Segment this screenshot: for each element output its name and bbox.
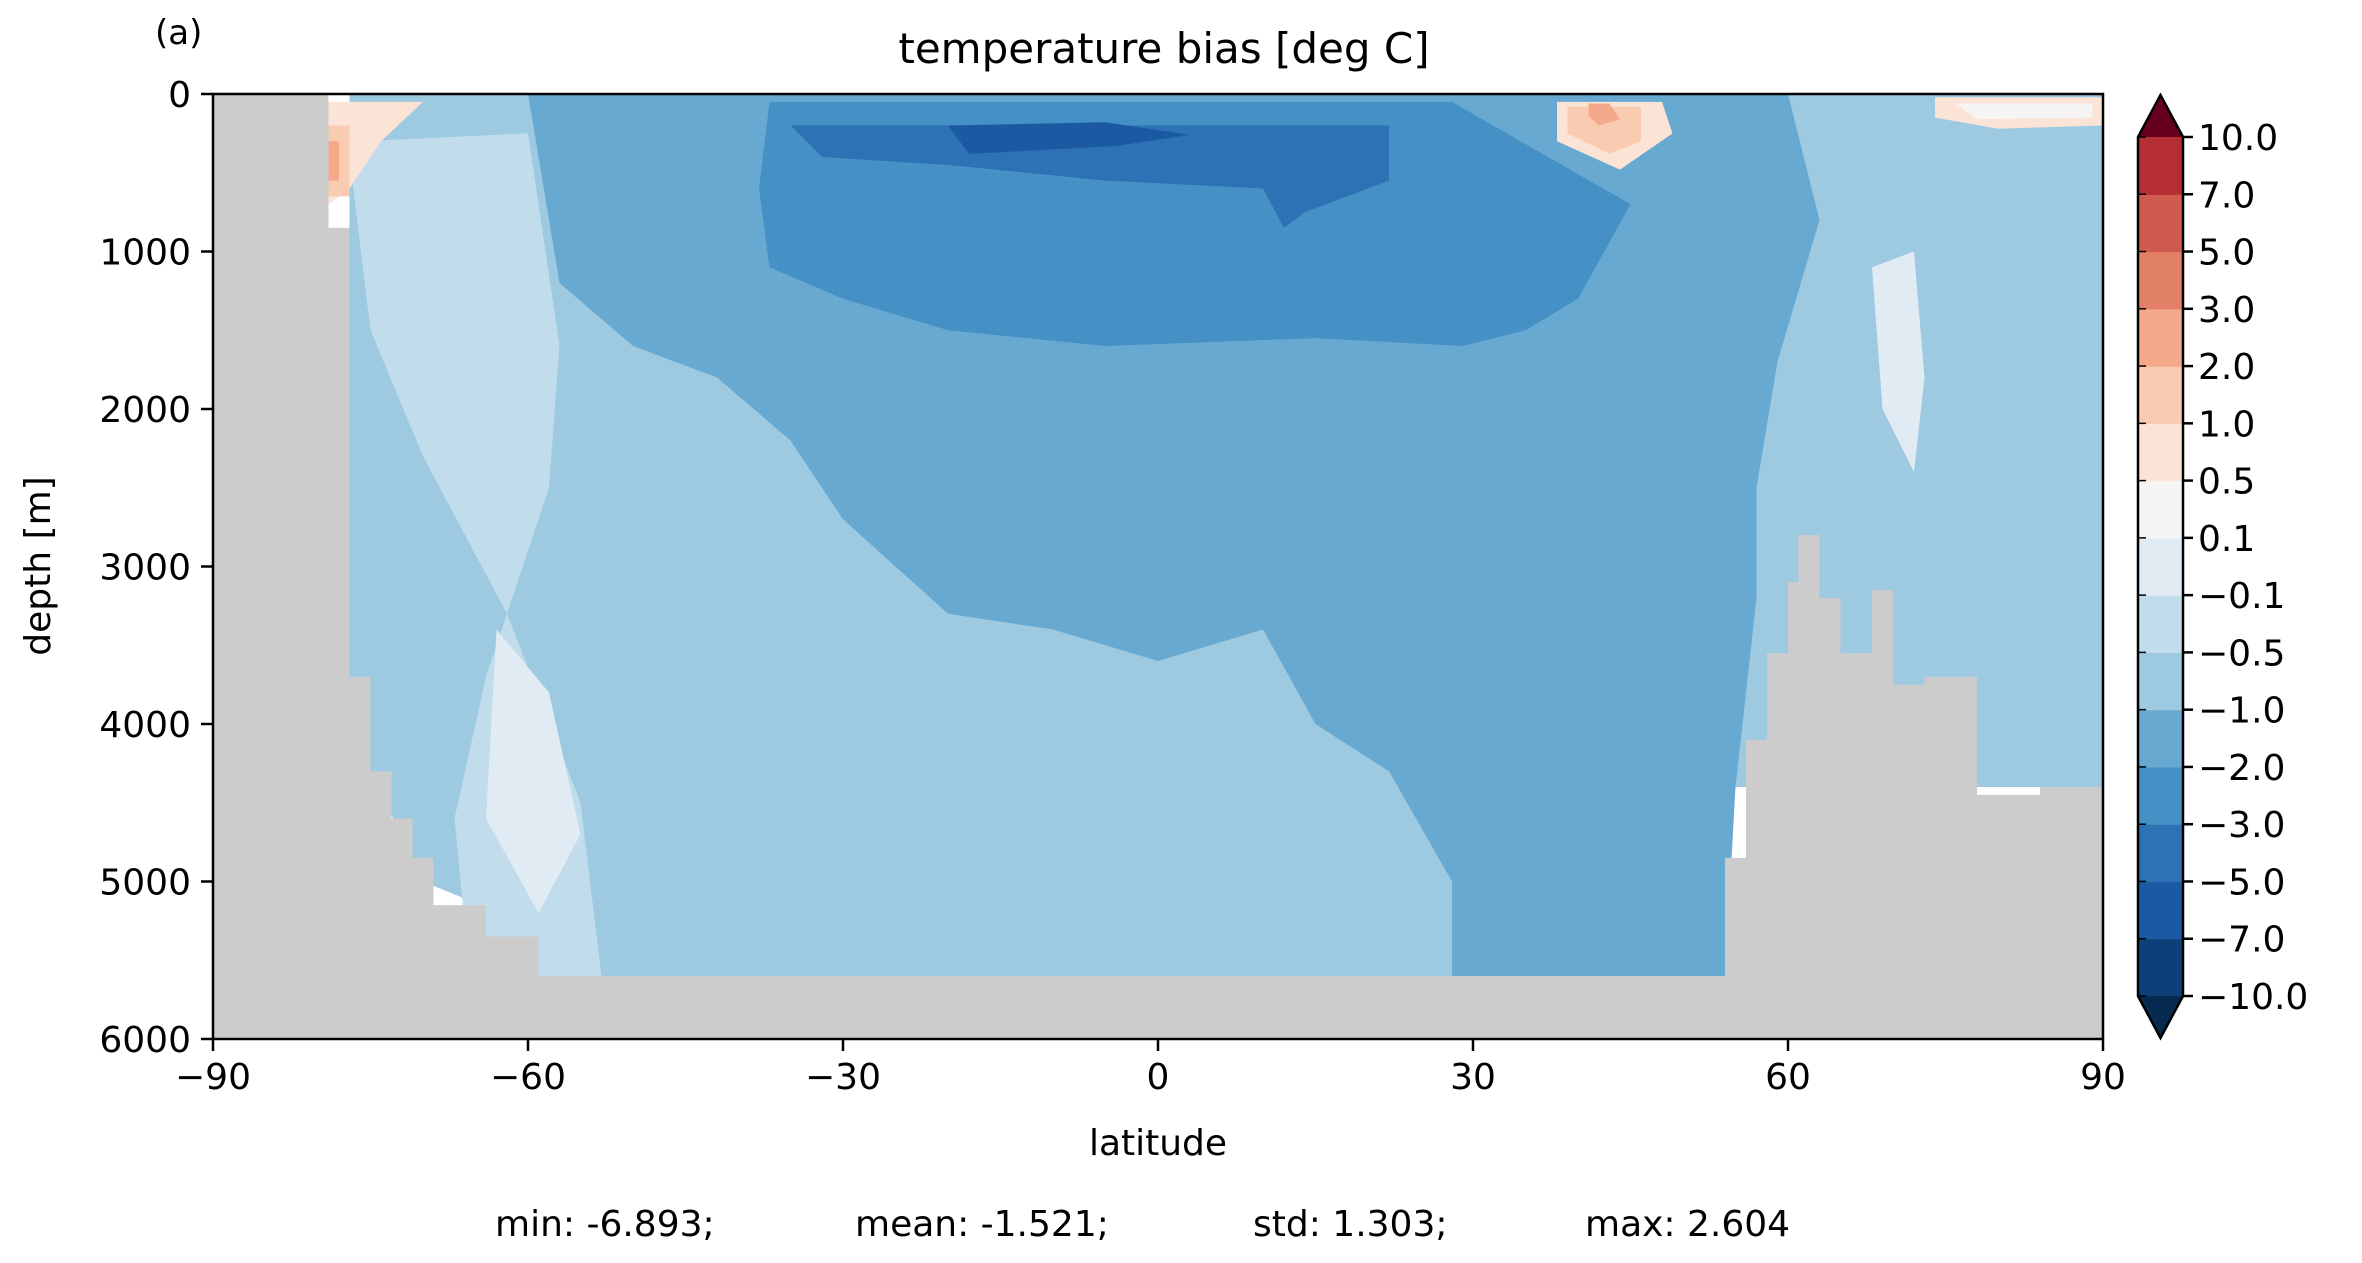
contour-region — [328, 101, 423, 205]
colorbar-segment — [2138, 766, 2183, 825]
colorbar-segment — [2138, 308, 2183, 367]
x-tick-label: −60 — [490, 1057, 566, 1098]
colorbar-tick-label: 7.0 — [2198, 175, 2255, 216]
y-axis-label: depth [m] — [18, 476, 59, 655]
y-tick-label: 5000 — [99, 863, 191, 904]
contour-region — [1588, 103, 1620, 126]
colorbar-tick-label: −3.0 — [2198, 805, 2285, 846]
colorbar-tick-label: −2.0 — [2198, 748, 2285, 789]
colorbar-tick-label: −1.0 — [2198, 691, 2285, 732]
colorbar-segment — [2138, 709, 2183, 768]
stat-mean: mean: -1.521; — [855, 1204, 1109, 1245]
contour-region — [790, 125, 1389, 228]
y-tick-label: 0 — [168, 75, 191, 116]
contour-region — [948, 122, 1190, 154]
land-layer — [213, 94, 2103, 1039]
colorbar-segment — [2138, 537, 2183, 596]
colorbar-segment — [2138, 251, 2183, 310]
x-tick-label: 30 — [1450, 1057, 1496, 1098]
colorbar: −10.0 −7.0 −5.0 −3.0 −2.0 −1.0 −0.5 −0.1 0.1 0.5 1… — [2136, 92, 2308, 1041]
colorbar-tick-label: 0.1 — [2198, 519, 2255, 560]
colorbar-tick-label: −10.0 — [2198, 977, 2308, 1018]
contour-region — [328, 141, 339, 181]
colorbar-segment — [2138, 881, 2183, 940]
y-tick-label: 3000 — [99, 548, 191, 589]
plot-area — [328, 94, 2103, 976]
colorbar-tick-label: 10.0 — [2198, 118, 2278, 159]
x-tick-label: 0 — [1147, 1057, 1170, 1098]
colorbar-tick-label: −5.0 — [2198, 862, 2285, 903]
y-tick-label: 6000 — [99, 1020, 191, 1061]
x-tick-label: 60 — [1765, 1057, 1811, 1098]
x-axis: −90 −60 −30 0 30 60 90 — [175, 1039, 2126, 1098]
colorbar-segment — [2138, 652, 2183, 711]
colorbar-tick-label: −0.5 — [2198, 633, 2285, 674]
colorbar-extend-max — [2138, 95, 2183, 137]
chart-title: temperature bias [deg C] — [898, 24, 1429, 73]
y-axis: 0 1000 2000 3000 4000 5000 6000 — [99, 75, 213, 1061]
colorbar-segment — [2138, 194, 2183, 253]
y-tick-label: 4000 — [99, 705, 191, 746]
colorbar-tick-label: 2.0 — [2198, 347, 2255, 388]
colorbar-segment — [2138, 938, 2183, 997]
colorbar-tick-label: −7.0 — [2198, 920, 2285, 961]
stat-std: std: 1.303; — [1253, 1204, 1447, 1245]
colorbar-segment — [2138, 137, 2183, 195]
colorbar-segment — [2138, 366, 2183, 424]
x-tick-label: −30 — [805, 1057, 881, 1098]
stats-line: min: -6.893; mean: -1.521; std: 1.303; m… — [495, 1204, 1790, 1245]
panel-label: (a) — [155, 13, 202, 53]
colorbar-segment — [2138, 824, 2183, 883]
colorbar-segment — [2138, 595, 2183, 653]
colorbar-tick-label: 5.0 — [2198, 233, 2255, 274]
colorbar-tick-label: 3.0 — [2198, 290, 2255, 331]
contour-region — [1956, 103, 2093, 120]
y-tick-label: 2000 — [99, 390, 191, 431]
colorbar-segment — [2138, 423, 2183, 482]
colorbar-extend-min — [2138, 996, 2183, 1038]
contour-region — [1567, 106, 1641, 154]
stat-min: min: -6.893; — [495, 1204, 715, 1245]
x-axis-label: latitude — [1089, 1123, 1227, 1164]
x-tick-label: −90 — [175, 1057, 251, 1098]
y-tick-label: 1000 — [99, 233, 191, 274]
x-tick-label: 90 — [2080, 1057, 2126, 1098]
colorbar-segment — [2138, 480, 2183, 539]
contour-region — [486, 629, 581, 913]
colorbar-tick-label: −0.1 — [2198, 576, 2285, 617]
land-mask — [213, 94, 2103, 1039]
colorbar-tick-label: 0.5 — [2198, 462, 2255, 503]
colorbar-tick-label: 1.0 — [2198, 404, 2255, 445]
contour-region — [1872, 251, 1925, 472]
stat-max: max: 2.604 — [1585, 1204, 1790, 1245]
